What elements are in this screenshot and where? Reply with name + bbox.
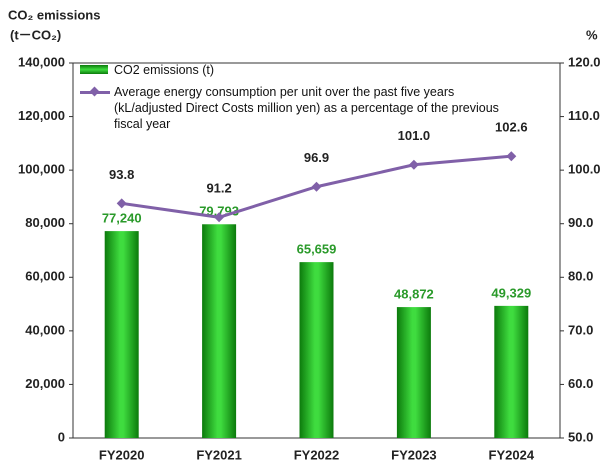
bar-value-label: 48,872: [394, 287, 434, 302]
marker: [214, 212, 225, 223]
line-value-label: 96.9: [304, 150, 329, 165]
y-tick-label: 0: [58, 429, 65, 444]
y-axis-title: (t－CO₂): [10, 27, 61, 42]
marker: [116, 198, 127, 209]
legend-label: Average energy consumption per unit over…: [114, 85, 499, 131]
line-value-label: 91.2: [206, 181, 231, 196]
y2-tick-label: 120.0: [568, 54, 601, 69]
marker: [408, 159, 419, 170]
y2-tick-label: 100.0: [568, 162, 601, 177]
marker: [311, 181, 322, 192]
legend-entry: CO2 emissions (t): [80, 62, 520, 78]
y2-tick-label: 70.0: [568, 322, 593, 337]
y-tick-label: 20,000: [25, 376, 65, 391]
bar-value-label: 65,659: [297, 242, 337, 257]
bar-value-label: 77,240: [102, 211, 142, 226]
line-value-label: 102.6: [495, 120, 528, 135]
y-tick-label: 140,000: [18, 54, 65, 69]
x-tick-label: FY2024: [489, 447, 535, 462]
y-tick-label: 120,000: [18, 108, 65, 123]
y2-tick-label: 80.0: [568, 269, 593, 284]
x-tick-label: FY2022: [294, 447, 340, 462]
y-tick-label: 40,000: [25, 322, 65, 337]
y2-tick-label: 90.0: [568, 215, 593, 230]
legend-key: [80, 62, 110, 78]
bar: [494, 305, 529, 438]
line-value-label: 93.8: [109, 167, 134, 182]
legend-label: CO2 emissions (t): [114, 63, 215, 77]
x-tick-label: FY2023: [391, 447, 437, 462]
legend: CO2 emissions (t) Average energy consumpt…: [80, 62, 520, 138]
y-tick-label: 60,000: [25, 269, 65, 284]
marker: [506, 151, 517, 162]
x-tick-label: FY2021: [196, 447, 242, 462]
line-value-label: 101.0: [398, 128, 431, 143]
bar: [202, 224, 237, 438]
y2-axis-title: %: [586, 27, 598, 42]
legend-key: [80, 84, 110, 100]
y-tick-label: 80,000: [25, 215, 65, 230]
legend-entry: Average energy consumption per unit over…: [80, 84, 520, 132]
y-axis-title: CO₂ emissions: [8, 7, 100, 22]
bar: [396, 307, 431, 438]
y-tick-label: 100,000: [18, 162, 65, 177]
y2-tick-label: 60.0: [568, 376, 593, 391]
bar: [104, 231, 139, 438]
x-tick-label: FY2020: [99, 447, 145, 462]
y2-tick-label: 50.0: [568, 429, 593, 444]
bar-value-label: 49,329: [491, 285, 531, 300]
bar: [299, 262, 334, 438]
y2-tick-label: 110.0: [568, 108, 600, 123]
